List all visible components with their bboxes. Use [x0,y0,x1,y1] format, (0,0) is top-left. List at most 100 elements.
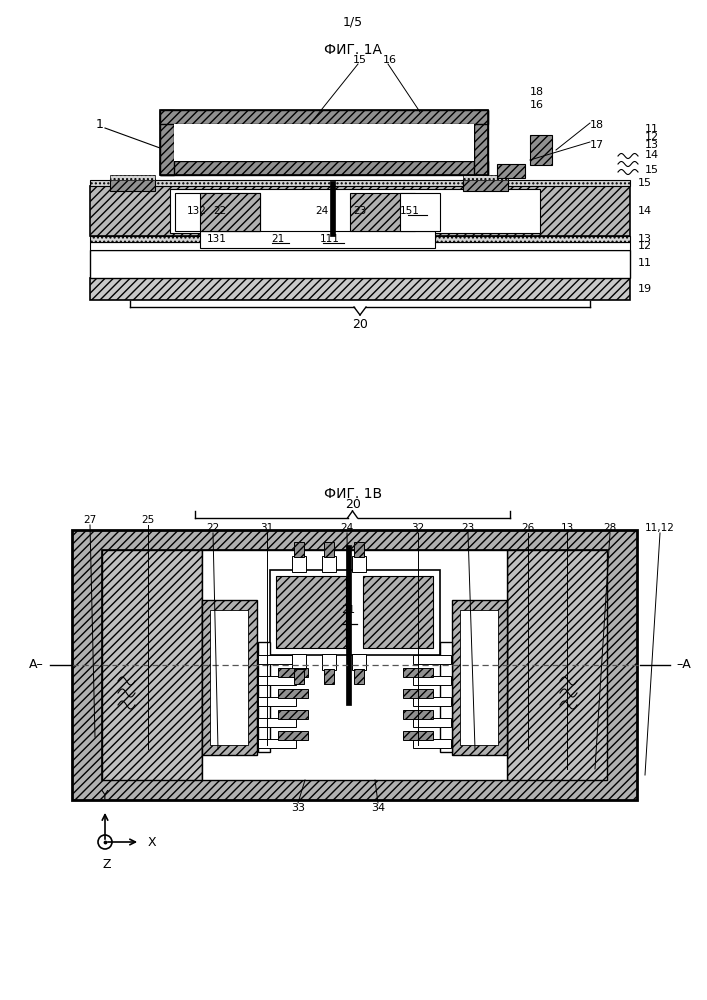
Bar [413,739,451,748]
Bar [413,718,451,727]
Bar [170,189,540,233]
Text: 131: 131 [207,234,227,244]
Bar [413,697,451,706]
Bar [160,161,488,175]
Text: 15: 15 [645,165,659,175]
Text: 11: 11 [645,124,659,134]
Text: 151: 151 [400,206,420,216]
Text: 1/5: 1/5 [343,15,363,28]
Text: 19: 19 [638,284,652,294]
Bar [474,110,488,175]
Text: Z: Z [103,858,111,871]
Text: 1: 1 [96,118,104,131]
Text: 14: 14 [638,206,652,216]
Bar [413,655,451,664]
Text: 11: 11 [638,258,652,268]
Bar [90,242,630,250]
Bar [352,654,366,670]
Bar [160,110,174,175]
Text: 12: 12 [645,132,659,142]
Bar [292,654,306,670]
Text: Y: Y [101,789,109,802]
Bar [294,669,304,684]
Text: 23: 23 [462,523,474,533]
Bar [90,236,630,242]
Bar [90,186,630,236]
Bar [463,179,508,191]
Text: 25: 25 [141,515,155,525]
Bar [175,193,260,231]
Text: 22: 22 [206,523,220,533]
Bar [160,110,488,124]
Text: 18: 18 [590,120,604,130]
Text: 16: 16 [383,55,397,65]
Bar [258,718,296,727]
Bar [507,550,607,780]
Bar [413,676,451,685]
Bar [102,550,607,780]
Bar [110,175,155,180]
Bar [440,642,452,752]
Bar [322,654,336,670]
Bar [278,731,308,740]
Text: X: X [148,836,157,848]
Bar [90,278,630,300]
Bar [160,110,488,175]
Text: 31: 31 [260,523,274,533]
Text: 23: 23 [354,206,367,216]
Text: 27: 27 [83,515,97,525]
Text: 13: 13 [638,234,652,244]
Bar [294,542,304,557]
Text: ФИГ. 1А: ФИГ. 1А [324,43,382,57]
Bar [174,124,474,161]
Bar [258,642,270,752]
Bar [463,175,508,180]
Bar [324,669,334,684]
Bar [354,542,364,557]
Bar [403,668,433,677]
Text: A–: A– [29,658,44,672]
Bar [258,739,296,748]
Text: 16: 16 [530,100,544,110]
Text: 14: 14 [645,150,659,160]
Text: 13: 13 [645,140,659,150]
Bar [346,545,351,705]
Bar [322,556,336,572]
Text: 32: 32 [411,523,425,533]
Bar [497,164,525,178]
Text: 20: 20 [345,497,361,510]
Text: 20: 20 [352,318,368,330]
Text: 132: 132 [187,206,207,216]
Text: 15: 15 [353,55,367,65]
Bar [452,600,507,755]
Text: 13: 13 [561,523,573,533]
Bar [324,542,334,557]
Text: 22: 22 [214,206,227,216]
Bar [363,576,433,648]
Bar [330,181,335,236]
Bar [276,576,346,648]
Bar [258,676,296,685]
Text: 12: 12 [638,241,652,251]
Bar [90,180,630,186]
Bar [400,193,440,231]
Bar [354,669,364,684]
Bar [460,610,498,745]
Text: 21: 21 [341,605,355,615]
Bar [202,600,257,755]
Text: –A: –A [676,658,691,672]
Bar [292,556,306,572]
Bar [278,689,308,698]
Text: 17: 17 [590,140,604,150]
Bar [72,530,637,800]
Text: 24: 24 [340,523,354,533]
Bar [403,689,433,698]
Text: 33: 33 [291,803,305,813]
Bar [102,550,202,780]
Text: ФИГ. 1В: ФИГ. 1В [324,487,382,501]
Bar [258,655,296,664]
Text: 26: 26 [521,523,534,533]
Text: 34: 34 [371,803,385,813]
Text: 18: 18 [530,87,544,97]
Text: 111: 111 [320,234,340,244]
